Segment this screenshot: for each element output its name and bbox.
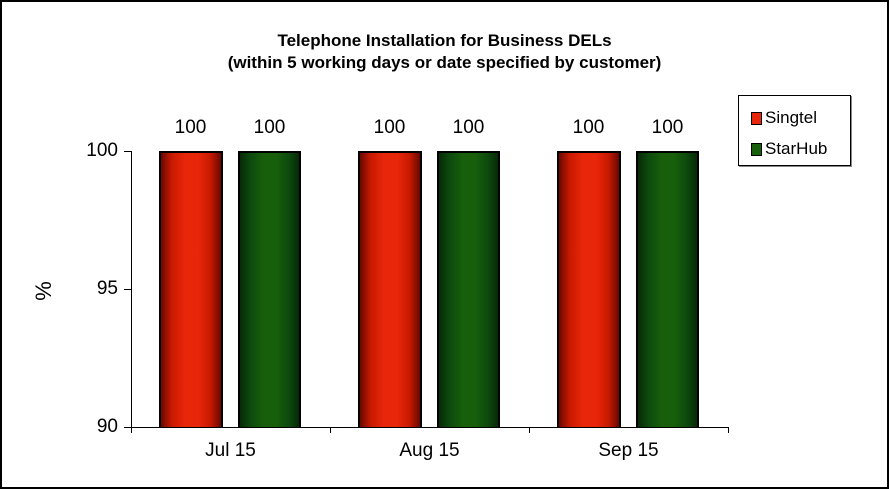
x-axis-line: [131, 427, 729, 428]
bar-starhub-sep15: [636, 151, 699, 427]
legend: Singtel StarHub: [738, 95, 851, 166]
x-tick-mark: [728, 427, 729, 433]
chart-subtitle: (within 5 working days or date specified…: [227, 53, 662, 72]
x-tick-label-jul15: Jul 15: [205, 440, 256, 461]
y-axis-line: [131, 151, 132, 428]
bar-starhub-jul15: [238, 151, 301, 427]
data-label: 100: [452, 117, 485, 138]
x-tick-label-sep15: Sep 15: [598, 440, 659, 461]
bar-singtel-jul15: [159, 151, 223, 427]
bar-singtel-sep15: [557, 151, 621, 427]
x-tick-mark: [131, 427, 132, 433]
chart-title: Telephone Installation for Business DELs…: [0, 30, 889, 74]
legend-swatch-red-icon: [751, 111, 762, 125]
data-label: 100: [651, 117, 684, 138]
y-tick-label-100: 100: [86, 140, 118, 161]
x-tick-mark: [529, 427, 530, 433]
legend-label: Singtel: [765, 108, 817, 127]
data-label: 100: [373, 117, 406, 138]
data-label: 100: [253, 117, 286, 138]
legend-item-singtel: Singtel: [751, 108, 817, 128]
x-tick-label-aug15: Aug 15: [399, 440, 460, 461]
chart-title-line1: Telephone Installation for Business DELs: [277, 31, 612, 50]
y-tick-label-95: 95: [96, 278, 118, 299]
x-tick-mark: [330, 427, 331, 433]
bar-starhub-aug15: [437, 151, 500, 427]
y-tick-label-90: 90: [96, 416, 118, 437]
legend-label: StarHub: [765, 139, 828, 158]
y-tick-mark: [124, 427, 131, 428]
y-axis-label: %: [30, 281, 56, 301]
y-tick-mark: [124, 289, 131, 290]
legend-swatch-green-icon: [751, 142, 762, 156]
y-tick-mark: [124, 151, 131, 152]
legend-item-starhub: StarHub: [751, 139, 827, 159]
data-label: 100: [174, 117, 207, 138]
data-label: 100: [572, 117, 605, 138]
bar-singtel-aug15: [358, 151, 422, 427]
